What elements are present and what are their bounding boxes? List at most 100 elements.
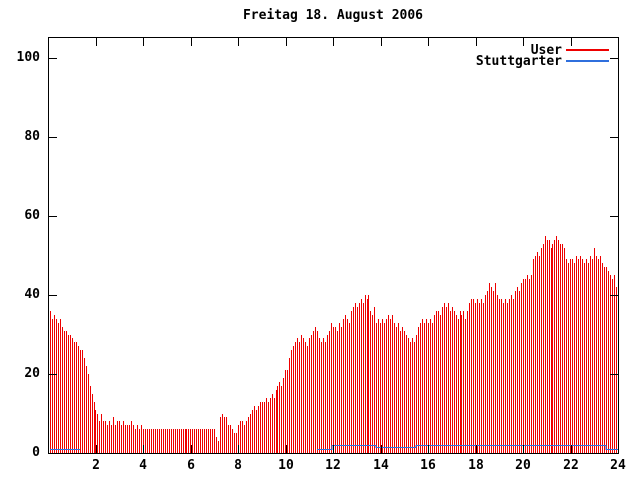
impulse-bar: [347, 319, 348, 453]
impulse-bar: [68, 335, 69, 453]
impulse-bar: [94, 402, 95, 453]
impulse-bar: [554, 240, 555, 453]
impulse-bar: [206, 429, 207, 453]
impulse-bar: [125, 425, 126, 453]
impulse-bar: [242, 421, 243, 453]
impulse-bar: [222, 414, 223, 453]
impulse-bar: [582, 259, 583, 453]
impulse-bar: [586, 259, 587, 453]
impulse-bar: [436, 311, 437, 453]
impulse-bar: [513, 299, 514, 453]
impulse-bar: [374, 307, 375, 453]
impulse-bar: [467, 311, 468, 453]
impulse-bar: [121, 425, 122, 453]
impulse-bar: [276, 390, 277, 453]
y-tick-label: 100: [16, 50, 40, 65]
impulse-bar: [329, 331, 330, 453]
impulse-bar: [236, 433, 237, 453]
impulse-bar: [145, 429, 146, 453]
impulse-bar: [477, 299, 478, 453]
impulse-bar: [378, 319, 379, 453]
impulse-bar: [165, 429, 166, 453]
impulse-bar: [285, 370, 286, 453]
impulse-bar: [327, 335, 328, 453]
impulse-bar: [404, 331, 405, 453]
impulse-bar: [406, 335, 407, 453]
plot-border: [48, 37, 619, 454]
impulse-bar: [60, 319, 61, 453]
impulse-bar: [139, 429, 140, 453]
impulse-bar: [420, 323, 421, 453]
impulse-bar: [226, 417, 227, 453]
impulse-bar: [341, 327, 342, 453]
impulse-bar: [610, 275, 611, 453]
impulse-bar: [305, 342, 306, 453]
impulse-bar: [359, 303, 360, 453]
impulse-bar: [495, 283, 496, 453]
impulse-bar: [291, 350, 292, 453]
impulse-bar: [363, 303, 364, 453]
impulse-bar: [608, 271, 609, 453]
impulse-bar: [616, 287, 617, 453]
impulse-bar: [270, 398, 271, 453]
impulse-bar: [394, 323, 395, 453]
impulse-bar: [545, 236, 546, 453]
impulse-bar: [216, 437, 217, 453]
impulse-bar: [370, 311, 371, 453]
impulse-bar: [380, 323, 381, 453]
impulse-bar: [246, 421, 247, 453]
impulse-bar: [99, 421, 100, 453]
impulse-bar: [52, 319, 53, 453]
impulse-bar: [361, 299, 362, 453]
impulse-bar: [372, 315, 373, 453]
impulse-bar: [612, 279, 613, 453]
impulse-bar: [254, 406, 255, 453]
impulse-bar: [604, 267, 605, 453]
impulse-bar: [256, 410, 257, 453]
impulse-bar: [355, 303, 356, 453]
impulse-bar: [149, 429, 150, 453]
impulse-bar: [412, 338, 413, 453]
impulse-bar: [238, 425, 239, 453]
impulse-bar: [440, 315, 441, 453]
legend-line-sample-stuttgarter: [566, 60, 609, 62]
impulse-bar: [143, 429, 144, 453]
impulse-bar: [584, 263, 585, 453]
impulse-bar: [351, 311, 352, 453]
impulse-bar: [250, 414, 251, 453]
impulse-bar: [88, 374, 89, 453]
impulse-bar: [485, 295, 486, 453]
impulse-bar: [157, 429, 158, 453]
impulse-bar: [505, 299, 506, 453]
impulse-bar: [574, 263, 575, 453]
impulse-bar: [422, 319, 423, 453]
impulse-bar: [183, 429, 184, 453]
impulse-bar: [487, 291, 488, 453]
impulse-bar: [592, 259, 593, 453]
impulse-bar: [465, 319, 466, 453]
impulse-bar: [167, 429, 168, 453]
impulse-bar: [266, 398, 267, 453]
impulse-bar: [307, 346, 308, 453]
impulse-bar: [234, 433, 235, 453]
impulse-bar: [367, 299, 368, 453]
impulse-bar: [446, 307, 447, 453]
impulse-bar: [396, 327, 397, 453]
impulse-bar: [596, 256, 597, 453]
step-line-segment: [317, 445, 618, 450]
impulse-bar: [568, 263, 569, 453]
impulse-bar: [580, 256, 581, 453]
impulse-bar: [481, 299, 482, 453]
impulse-bar: [173, 429, 174, 453]
impulse-bar: [92, 394, 93, 453]
chart-title: Freitag 18. August 2006: [242, 8, 423, 23]
impulse-bar: [309, 338, 310, 453]
impulse-bar: [72, 338, 73, 453]
impulse-bar: [210, 429, 211, 453]
impulse-bar: [80, 350, 81, 453]
impulse-bar: [107, 425, 108, 453]
x-tick-label: 10: [278, 458, 294, 473]
impulse-bar: [200, 429, 201, 453]
impulse-bar: [95, 410, 96, 453]
